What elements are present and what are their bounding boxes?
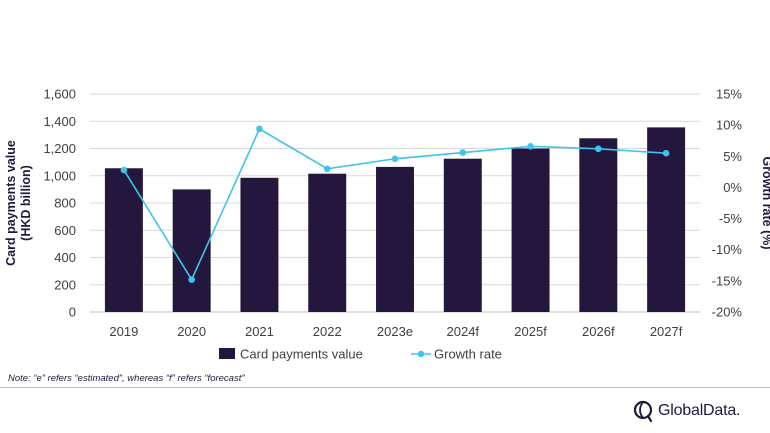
- growth-rate-point: [527, 143, 534, 150]
- x-tick-label: 2019: [109, 324, 138, 339]
- x-tick-label: 2021: [245, 324, 274, 339]
- y-tick-label: 200: [54, 277, 76, 292]
- y-right-axis-title: Growth rate (%): [760, 156, 770, 249]
- growth-rate-point: [662, 149, 670, 157]
- y-tick-label: 1,600: [43, 87, 76, 102]
- brand-name: GlobalData.: [658, 402, 741, 419]
- y-axis-title: (HKD billion): [19, 165, 33, 241]
- x-tick-label: 2026f: [582, 324, 615, 339]
- growth-rate-point: [459, 149, 467, 156]
- bar: [511, 148, 550, 312]
- y-tick-label: 1,200: [43, 141, 76, 156]
- growth-rate-point: [120, 166, 128, 174]
- chart-note: Note: “e” refers “estimated”, whereas “f…: [8, 373, 245, 384]
- globaldata-logo-icon: [633, 400, 653, 423]
- y-tick-label: 400: [54, 250, 76, 265]
- x-tick-label: 2024f: [447, 324, 480, 339]
- y-tick-label: 600: [54, 223, 76, 238]
- divider: [0, 387, 770, 388]
- brand: GlobalData.: [632, 398, 740, 424]
- y-tick-label: 0: [69, 305, 76, 320]
- growth-rate-point: [391, 155, 399, 163]
- bar: [579, 138, 618, 312]
- x-tick-label: 2027f: [650, 324, 683, 339]
- y-right-tick-label: -15%: [712, 273, 743, 288]
- legend-label: Card payments value: [240, 347, 363, 362]
- x-tick-label: 2023e: [377, 324, 413, 339]
- bar: [308, 173, 347, 312]
- growth-rate-point: [188, 276, 195, 283]
- y-right-tick-label: 15%: [716, 87, 742, 102]
- bar: [647, 127, 686, 312]
- x-tick-label: 2022: [313, 324, 342, 339]
- y-right-tick-label: 0%: [723, 180, 742, 195]
- y-right-tick-label: -20%: [712, 305, 743, 320]
- y-tick-label: 1,000: [43, 168, 76, 183]
- x-tick-label: 2020: [177, 324, 206, 339]
- y-right-tick-label: -5%: [719, 211, 743, 226]
- bar: [443, 158, 482, 312]
- growth-rate-point: [323, 165, 331, 173]
- bar: [376, 166, 414, 312]
- y-right-tick-label: 10%: [716, 118, 742, 133]
- y-tick-label: 1,400: [43, 114, 76, 129]
- legend-swatch-marker: [417, 350, 425, 358]
- bar: [104, 168, 143, 312]
- y-right-tick-label: 5%: [723, 149, 742, 164]
- y-axis-title: Card payments value: [4, 140, 18, 266]
- y-tick-label: 800: [54, 196, 76, 211]
- y-right-tick-label: -10%: [712, 242, 743, 257]
- growth-rate-point: [256, 125, 263, 133]
- x-tick-label: 2025f: [514, 324, 547, 339]
- bar: [240, 177, 279, 312]
- legend-label: Growth rate: [434, 347, 502, 362]
- legend-swatch-bar: [219, 348, 235, 359]
- growth-rate-point: [595, 145, 602, 153]
